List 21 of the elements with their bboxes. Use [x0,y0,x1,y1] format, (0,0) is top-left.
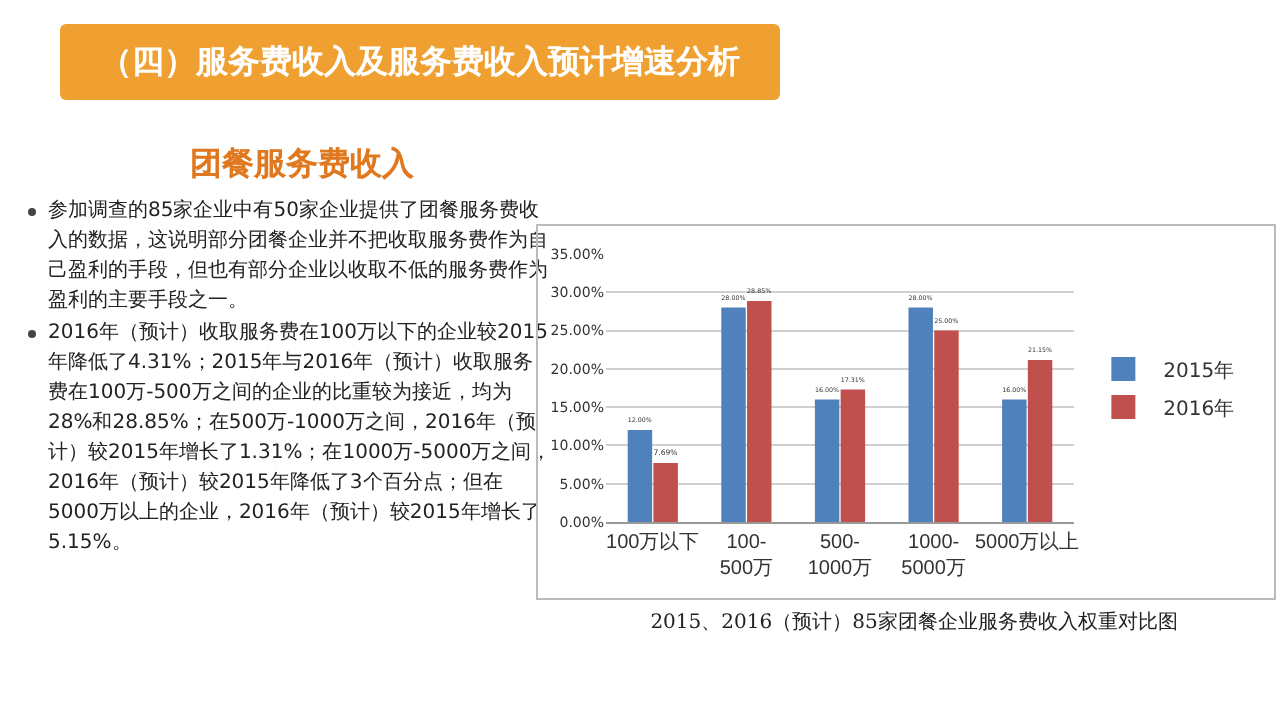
text: 2016年（预计）收取服务费在100万以下的企业较2015年降低了4.31%；2015年与2016年（预计）收取服务费在100万-500万之间的企业的比重较为接近，均为28%和28.85%；在500万-1000万之间，2016年（预计）较2015年增长了1.31%；在1000万-5000万之间，2016年（预计）较2015年降低了3个百分点；但在5000万以上的企业，2016年（预计）较2015年增长了5.15%。 [48,319,552,558]
bar [908,307,933,522]
bar [814,399,840,522]
chart-title: （四）服务费收入及服务费收入预计增速分析 [60,24,780,100]
text: 团餐服务费收入 [190,144,414,186]
legend-label: 2015年 [1163,358,1235,383]
bar [840,389,866,522]
bar [1002,399,1027,522]
bar [653,463,678,522]
text: 2015、2016（预计）85家团餐企业服务费收入权重对比图 [648,609,1180,636]
bar [721,307,746,522]
bar [1027,360,1053,522]
x-tick-label: 500-1000万 [807,532,873,580]
bar [934,330,959,522]
bar [747,301,772,522]
bar [627,430,653,522]
legend-label: 2016年 [1163,396,1235,421]
x-tick-label: 100万以下 [606,530,700,554]
x-tick-label: 1000-5000万 [901,532,966,580]
x-tick-label: 5000万以上 [974,530,1080,554]
x-tick-label: 100-500万 [719,532,774,580]
